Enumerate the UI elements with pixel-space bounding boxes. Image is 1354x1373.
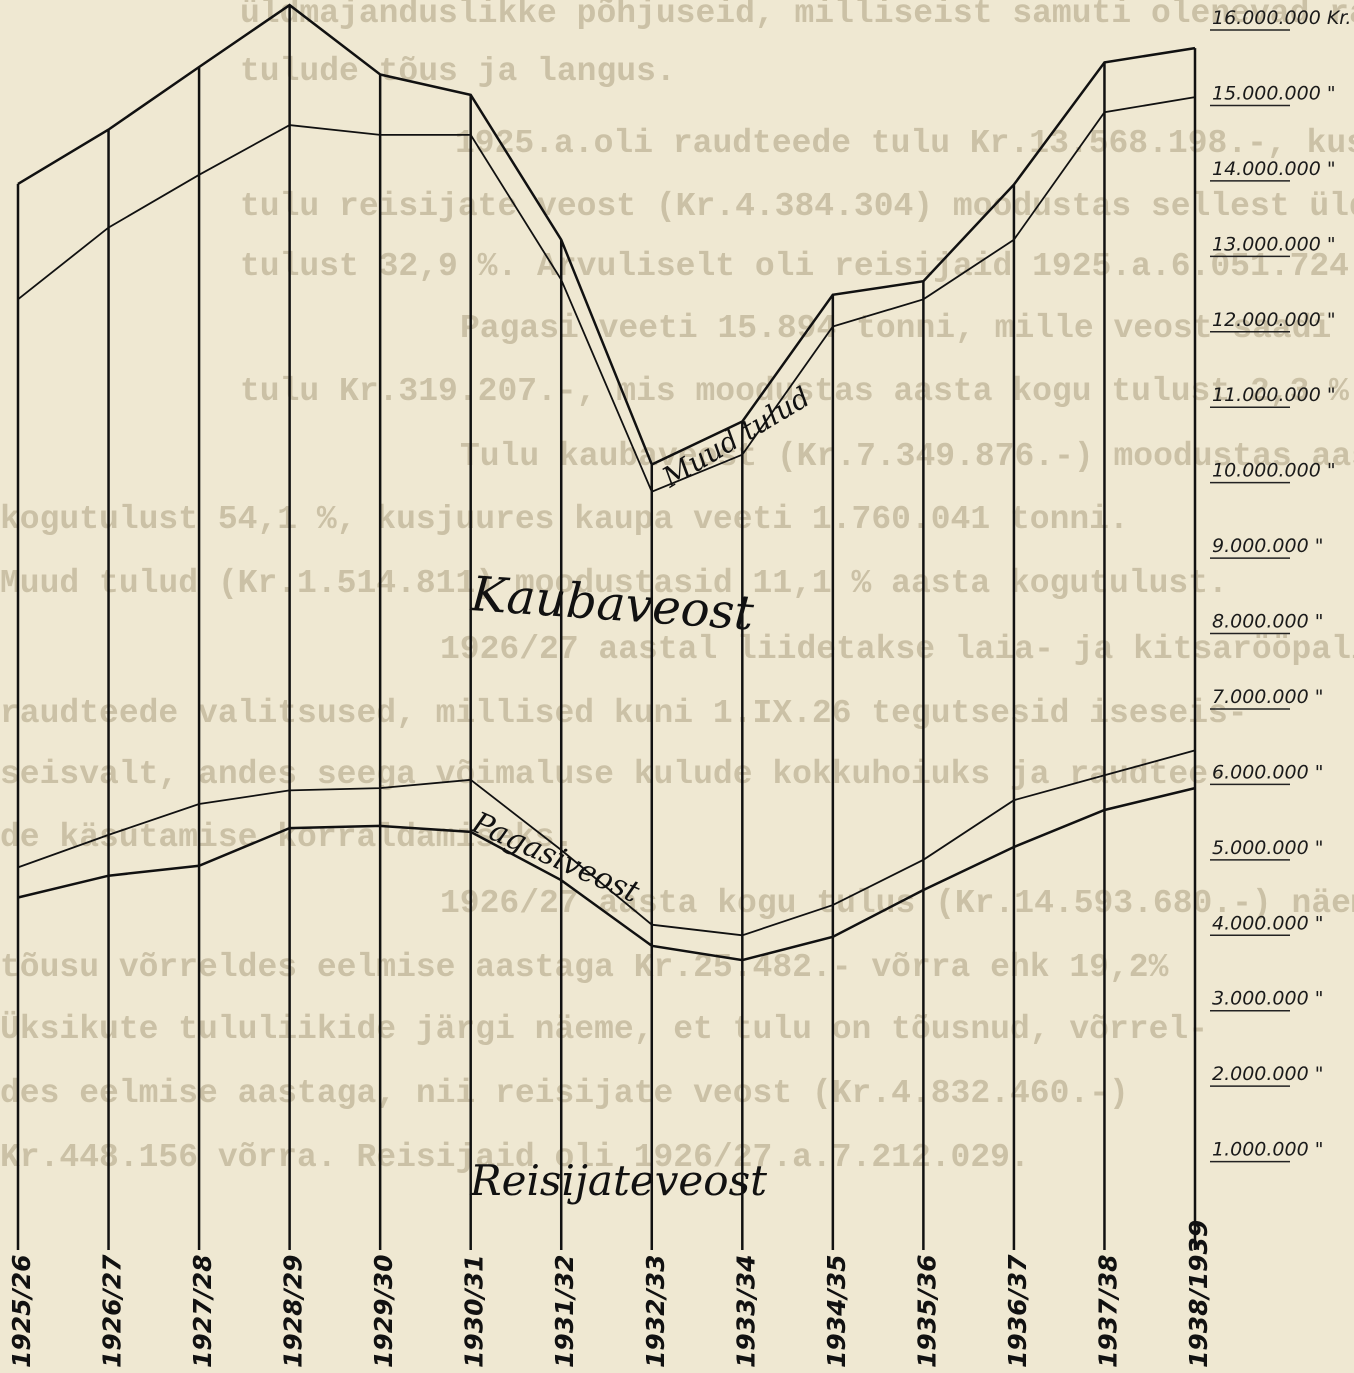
- x-tick-label: 1927/28: [188, 1254, 217, 1368]
- y-tick-label: 11.000.000 ": [1212, 384, 1336, 406]
- y-tick-label: 1.000.000 ": [1212, 1139, 1323, 1161]
- y-tick-label: 16.000.000 Kr.: [1212, 7, 1351, 29]
- background-text: des eelmise aastaga, nii reisijate veost…: [0, 1075, 1129, 1112]
- x-tick-label: 1934/35: [822, 1254, 851, 1368]
- x-tick-label: 1925/26: [7, 1254, 36, 1368]
- x-tick-label: 1928/29: [279, 1254, 308, 1368]
- x-tick-label: 1937/38: [1093, 1254, 1122, 1368]
- background-text: tulude tõus ja langus.: [240, 53, 676, 90]
- background-text: 1925.a.oli raudteede tulu Kr.13.568.198.…: [455, 125, 1354, 162]
- y-tick-label: 3.000.000 ": [1212, 988, 1323, 1010]
- background-text: seisvalt, andes seega võimaluse kulude k…: [0, 756, 1228, 793]
- chart: üldmajanduslikke põhjuseid, milliseist s…: [0, 0, 1354, 1373]
- y-tick-label: 9.000.000 ": [1212, 535, 1323, 557]
- y-tick-label: 8.000.000 ": [1212, 611, 1323, 633]
- y-tick-label: 5.000.000 ": [1212, 837, 1323, 859]
- background-text: tõusu võrreldes eelmise aastaga Kr.25.48…: [0, 949, 1169, 986]
- y-tick-label: 13.000.000 ": [1212, 233, 1336, 255]
- x-tick-label: 1935/36: [912, 1254, 941, 1368]
- background-text: Üksikute tululiikide järgi näeme, et tul…: [0, 1010, 1208, 1048]
- x-tick-label: 1931/32: [550, 1254, 579, 1368]
- x-tick-label: 1929/30: [369, 1254, 398, 1368]
- background-text: kogutulust 54,1 %, kusjuures kaupa veeti…: [0, 501, 1129, 538]
- background-text: raudteede valitsused, millised kuni 1.IX…: [0, 695, 1248, 732]
- background-text: üldmajanduslikke põhjuseid, milliseist s…: [240, 0, 1354, 32]
- x-tick-label: 1926/27: [98, 1254, 127, 1368]
- y-tick-label: 15.000.000 ": [1212, 82, 1336, 104]
- x-tick-label: 1932/33: [641, 1254, 670, 1368]
- y-tick-label: 2.000.000 ": [1212, 1063, 1323, 1085]
- background-text: tulust 32,9 %. Arvuliselt oli reisijaid …: [240, 248, 1354, 285]
- y-tick-label: 12.000.000 ": [1212, 309, 1336, 331]
- background-text: 1926/27 aastal liidetakse laia- ja kitsa…: [440, 631, 1354, 668]
- x-tick-label: 1938/1939: [1184, 1220, 1213, 1368]
- series-label: Reisijateveost: [469, 1156, 767, 1205]
- y-tick-label: 10.000.000 ": [1212, 460, 1336, 482]
- x-tick-label: 1933/34: [731, 1254, 760, 1368]
- background-text: tulu reisijate veost (Kr.4.384.304) mood…: [240, 188, 1354, 225]
- y-tick-label: 6.000.000 ": [1212, 761, 1323, 783]
- x-tick-label: 1930/31: [460, 1254, 489, 1368]
- x-tick-label: 1936/37: [1003, 1254, 1032, 1368]
- y-tick-label: 14.000.000 ": [1212, 158, 1336, 180]
- y-tick-label: 4.000.000 ": [1212, 912, 1323, 934]
- y-tick-label: 7.000.000 ": [1212, 686, 1323, 708]
